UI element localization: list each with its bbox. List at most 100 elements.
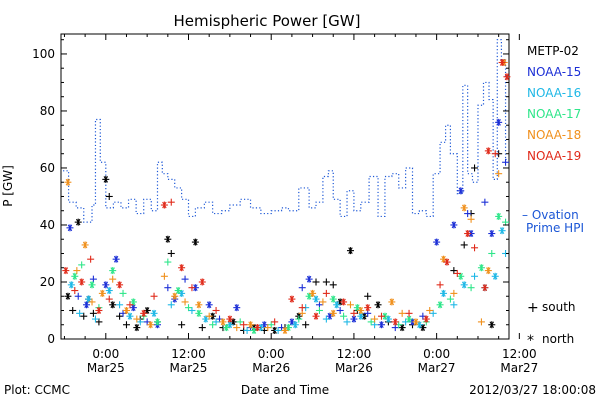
data-point-noaa-18 (371, 315, 379, 323)
x-tick-label-time: 0:00 (423, 347, 450, 361)
data-point-noaa-17 (78, 261, 86, 269)
data-point-noaa-16 (116, 301, 124, 309)
data-point-noaa-18 (357, 306, 365, 314)
x-tick-label-time: 12:00 (502, 347, 537, 361)
data-point-noaa-17 (477, 264, 485, 272)
data-point-noaa-18 (495, 170, 503, 178)
data-point-metp-02 (364, 292, 372, 300)
data-point-noaa-18 (412, 318, 420, 326)
data-point-noaa-17 (88, 281, 96, 289)
data-point-noaa-19 (178, 264, 186, 272)
data-point-noaa-18 (88, 298, 96, 306)
data-point-metp-02 (122, 321, 130, 329)
y-tick-label: 40 (40, 218, 55, 232)
data-point-noaa-17 (185, 304, 193, 312)
data-point-noaa-16 (312, 295, 320, 303)
y-tick-label: 80 (40, 104, 55, 118)
data-point-noaa-19 (126, 301, 134, 309)
data-point-noaa-15 (457, 187, 465, 195)
plot-area (60, 33, 510, 340)
data-point-noaa-18 (484, 267, 492, 275)
data-point-noaa-19 (453, 269, 461, 277)
legend-entry-metp-02: METP-02 (527, 44, 579, 58)
data-point-noaa-16 (450, 301, 458, 309)
data-point-noaa-19 (95, 306, 103, 314)
data-point-noaa-19 (464, 230, 472, 238)
ovation-hpi-line (63, 39, 507, 223)
data-point-noaa-17 (71, 272, 79, 280)
data-point-noaa-18 (73, 267, 81, 275)
y-axis-label: P [GW] (1, 165, 15, 207)
data-point-noaa-19 (105, 295, 113, 303)
data-point-noaa-18 (329, 309, 337, 317)
data-point-metp-02 (74, 218, 82, 226)
ovation-label-line2: Prime HPI (526, 221, 584, 235)
data-point-noaa-15 (298, 284, 306, 292)
data-point-noaa-18 (426, 306, 434, 314)
data-point-noaa-16 (105, 287, 113, 295)
data-point-noaa-18 (247, 321, 255, 329)
plot-timestamp: 2012/03/27 18:00:08 (469, 383, 596, 397)
data-point-metp-02 (191, 238, 199, 246)
data-point-metp-02 (198, 324, 206, 332)
data-point-noaa-19 (377, 312, 385, 320)
data-point-noaa-19 (491, 150, 499, 158)
marker-symbol-south: + (527, 300, 539, 316)
marker-label-south: south (542, 300, 576, 314)
data-point-noaa-19 (405, 309, 413, 317)
data-point-noaa-19 (116, 281, 124, 289)
data-point-noaa-18 (467, 215, 475, 223)
data-point-noaa-17 (329, 295, 337, 303)
y-tick-label: 100 (32, 47, 55, 61)
legend-entry-noaa-15: NOAA-15 (527, 65, 581, 79)
data-point-noaa-18 (219, 318, 227, 326)
data-point-noaa-15 (89, 275, 97, 283)
data-point-noaa-19 (503, 73, 511, 81)
legend-entry-noaa-17: NOAA-17 (527, 107, 581, 121)
data-point-noaa-16 (243, 326, 251, 334)
data-point-noaa-17 (315, 306, 323, 314)
data-point-noaa-19 (87, 255, 95, 263)
marker-legend-south: + south (527, 300, 576, 316)
data-point-noaa-18 (122, 306, 130, 314)
data-point-noaa-19 (140, 309, 148, 317)
data-point-noaa-15 (336, 306, 344, 314)
marker-symbol-north: * (527, 333, 534, 349)
data-point-noaa-18 (160, 272, 168, 280)
data-point-noaa-19 (62, 267, 70, 275)
data-point-noaa-18 (133, 315, 141, 323)
data-point-noaa-18 (264, 324, 272, 332)
x-tick-label-date: Mar26 (252, 361, 290, 375)
data-point-noaa-19 (350, 309, 358, 317)
data-point-metp-02 (69, 306, 77, 314)
data-point-noaa-15 (450, 221, 458, 229)
data-point-metp-02 (312, 278, 320, 286)
data-point-noaa-16 (471, 272, 479, 280)
data-point-noaa-17 (295, 315, 303, 323)
x-tick-label-time: 0:00 (258, 347, 285, 361)
data-point-metp-02 (167, 249, 175, 257)
data-point-noaa-18 (171, 292, 179, 300)
data-point-noaa-16 (491, 272, 499, 280)
data-point-noaa-19 (340, 298, 348, 306)
data-point-noaa-19 (253, 324, 261, 332)
data-point-noaa-19 (226, 315, 234, 323)
data-point-noaa-17 (353, 304, 361, 312)
data-point-noaa-15 (481, 198, 489, 206)
data-point-noaa-18 (460, 204, 468, 212)
data-point-metp-02 (329, 281, 337, 289)
data-point-noaa-17 (195, 309, 203, 317)
x-tick-label-date: Mar25 (170, 361, 208, 375)
data-point-noaa-19 (271, 318, 279, 326)
data-point-noaa-19 (422, 315, 430, 323)
data-point-metp-02 (460, 241, 468, 249)
data-point-noaa-15 (83, 301, 91, 309)
data-point-noaa-15 (502, 158, 510, 166)
data-point-noaa-16 (91, 315, 99, 323)
data-point-noaa-15 (377, 321, 385, 329)
data-point-noaa-17 (153, 318, 161, 326)
data-point-noaa-19 (198, 278, 206, 286)
data-point-noaa-19 (160, 201, 168, 209)
data-point-noaa-19 (240, 321, 248, 329)
